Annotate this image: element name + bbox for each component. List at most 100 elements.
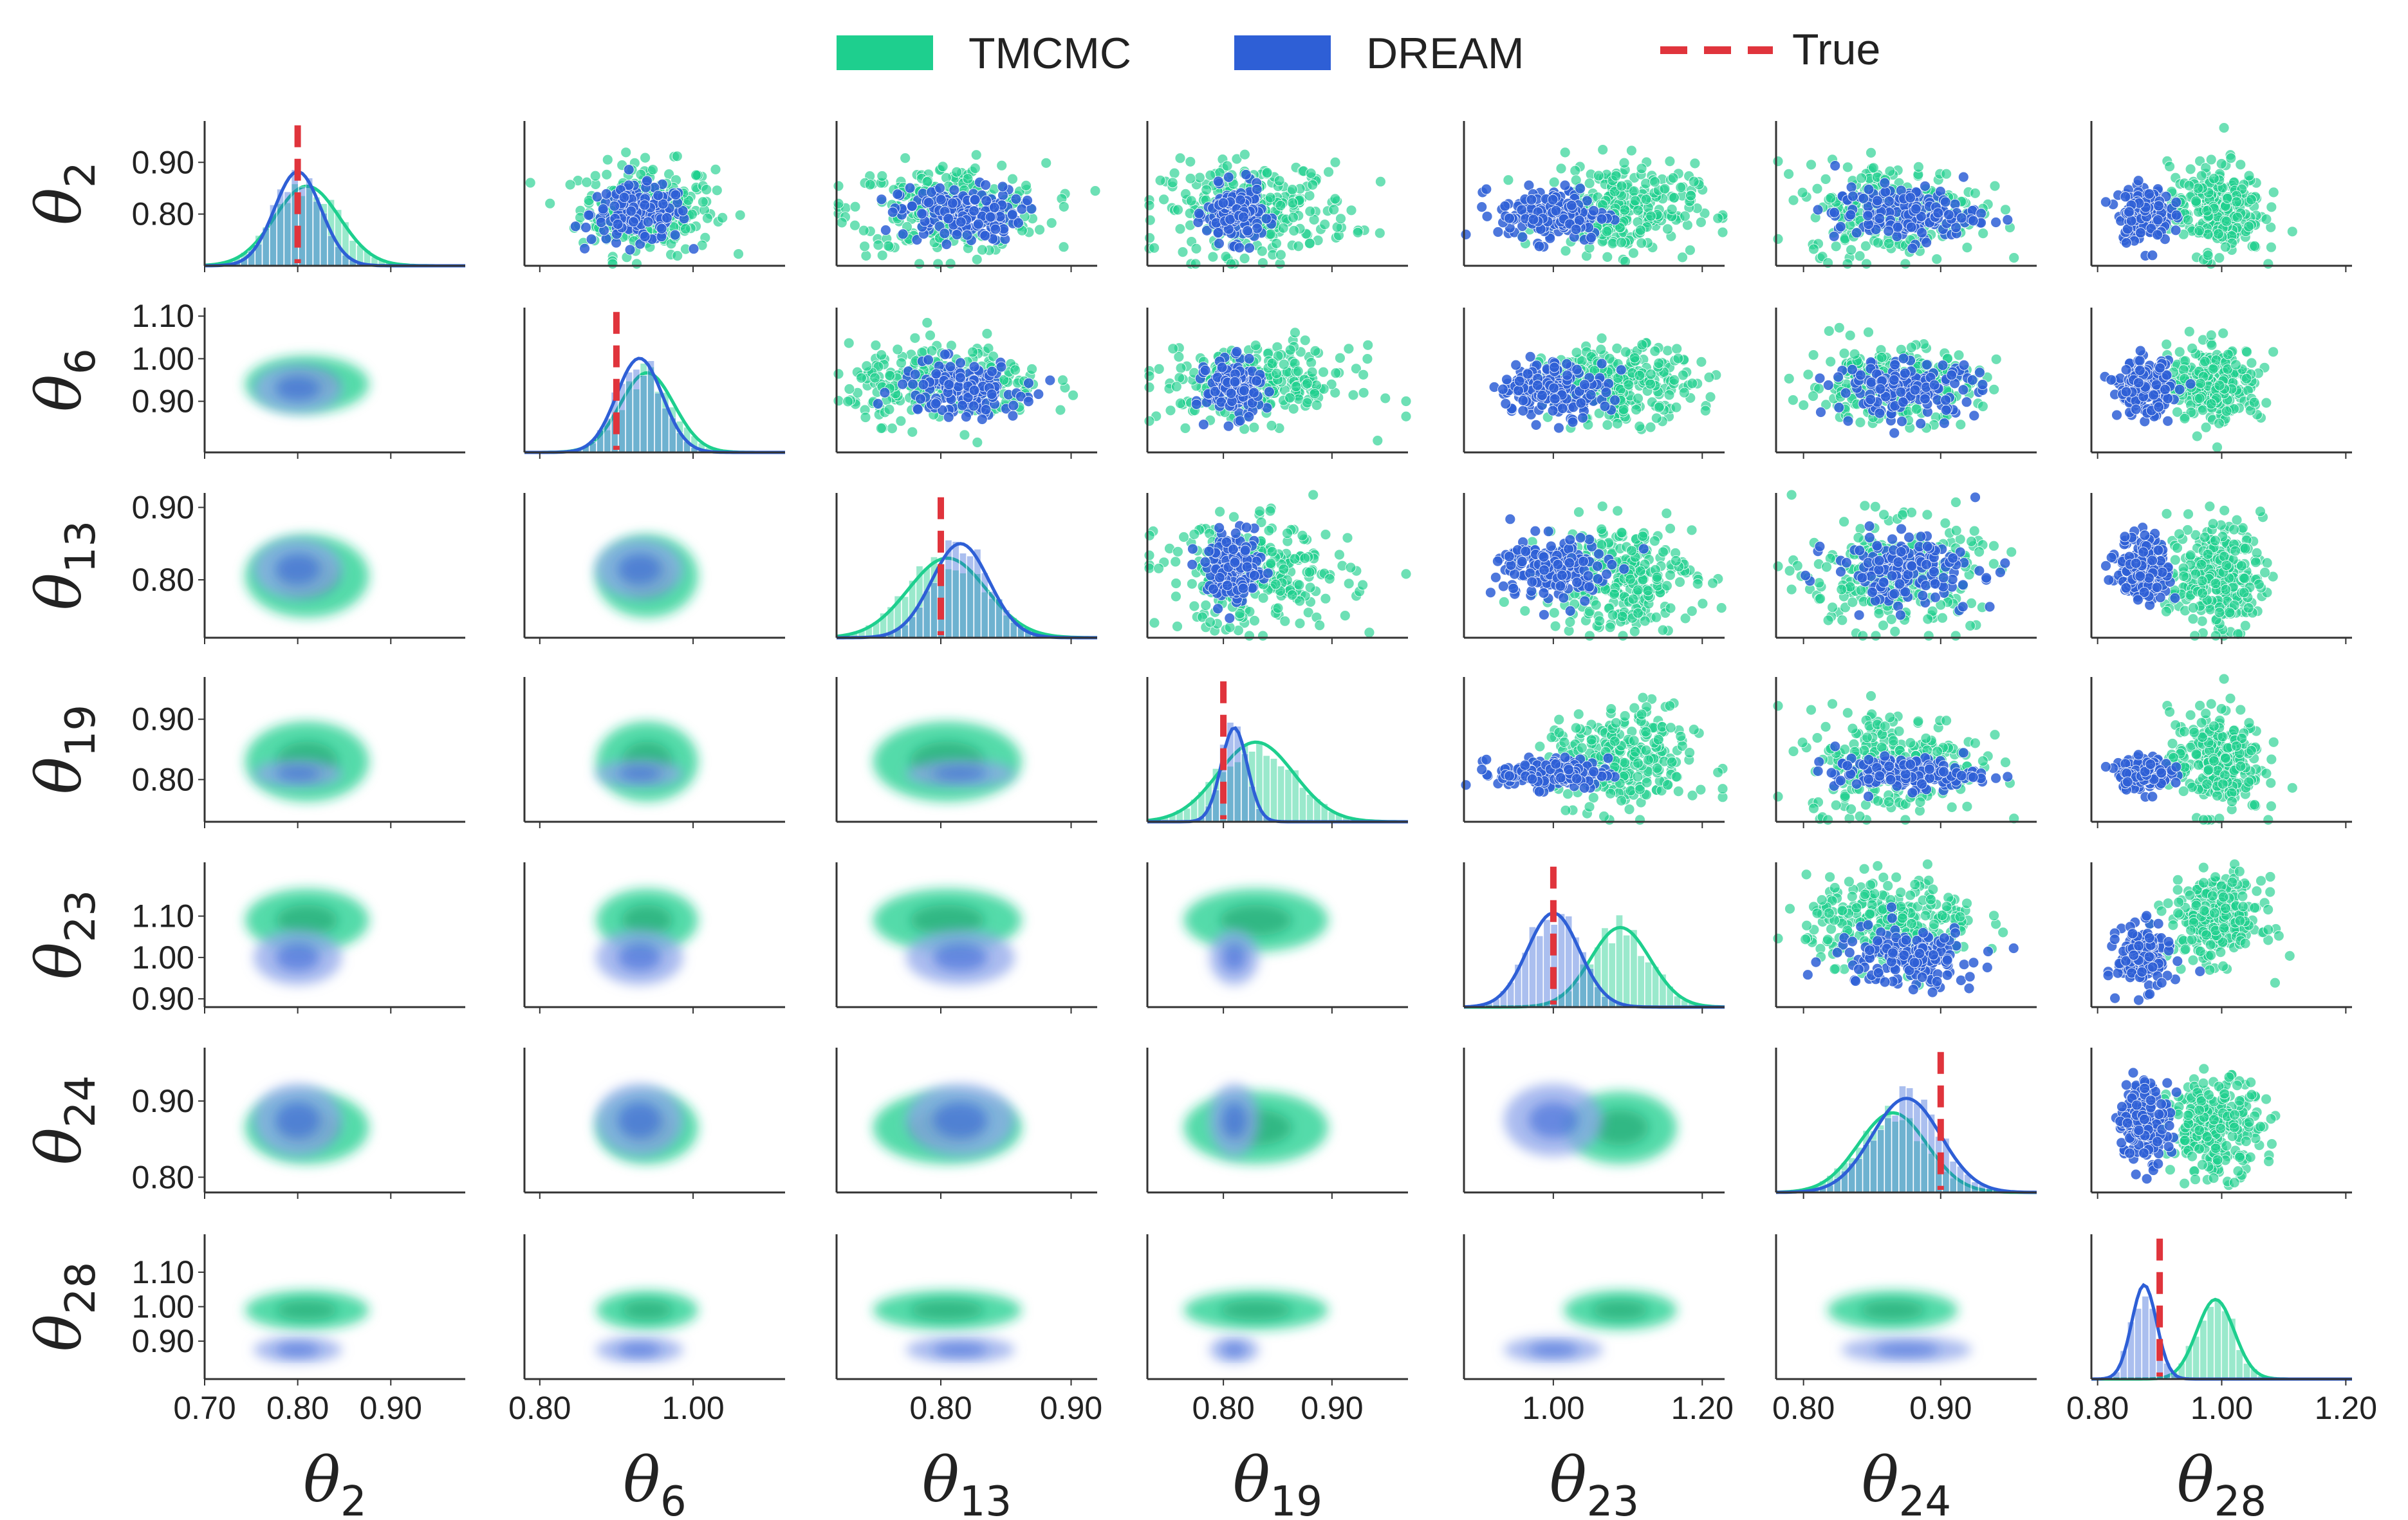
scatter-point-dream [2144, 188, 2155, 199]
scatter-point-tmcmc [2218, 328, 2229, 339]
panel-t2-vs-t2 [203, 121, 465, 272]
scatter-point-tmcmc [1380, 393, 1391, 404]
scatter-point-tmcmc [1772, 156, 1784, 167]
scatter-point-tmcmc [1597, 144, 1609, 156]
scatter-point-tmcmc [1825, 192, 1837, 204]
scatter-point-dream [1845, 209, 1857, 221]
scatter-point-tmcmc [2207, 363, 2219, 375]
scatter-point-dream [639, 199, 651, 211]
scatter-point-tmcmc [1007, 173, 1018, 185]
scatter-point-tmcmc [1346, 205, 1357, 216]
panel-t13-vs-t6 [523, 493, 785, 644]
scatter-point-dream [580, 222, 591, 233]
scatter-point-dream [1550, 205, 1562, 216]
scatter-point-dream [1840, 387, 1851, 399]
scatter-point-dream [955, 216, 967, 228]
scatter-point-tmcmc [2008, 252, 2020, 264]
scatter-point-tmcmc [1201, 184, 1212, 196]
panel-t6-vs-t2 [203, 308, 465, 459]
scatter-point-tmcmc [640, 152, 651, 163]
scatter-point-tmcmc [844, 384, 855, 394]
scatter-point-tmcmc [876, 423, 887, 434]
scatter-point-tmcmc [1989, 180, 2001, 192]
scatter-point-dream [1842, 415, 1854, 427]
scatter-point-dream [1190, 398, 1202, 410]
scatter-point-tmcmc [2268, 187, 2279, 198]
scatter-point-tmcmc [1194, 172, 1205, 183]
scatter-point-dream [936, 194, 947, 205]
scatter-point-tmcmc [1503, 174, 1514, 186]
scatter-point-dream [1251, 183, 1263, 195]
scatter-point-dream [612, 218, 624, 230]
scatter-point-tmcmc [1153, 364, 1165, 375]
hist-bar-dream-t13 [916, 607, 923, 638]
scatter-point-dream [1199, 365, 1211, 376]
hist-bar-dream-t6 [640, 375, 647, 453]
scatter-point-dream [657, 198, 669, 210]
scatter-point-dream [1958, 360, 1970, 371]
scatter-point-dream [1526, 194, 1537, 205]
scatter-point-tmcmc [2191, 431, 2203, 442]
scatter-point-tmcmc [895, 415, 907, 427]
scatter-point-tmcmc [1041, 157, 1052, 169]
scatter-point-dream [1905, 221, 1917, 233]
scatter-point-tmcmc [926, 345, 938, 357]
scatter-point-tmcmc [1802, 369, 1814, 380]
panel-t13-vs-t13 [835, 493, 1097, 644]
scatter-point-dream [1907, 243, 1918, 254]
scatter-point-dream [1897, 396, 1909, 408]
scatter-point-dream [1586, 232, 1597, 243]
scatter-point-tmcmc [887, 423, 898, 434]
scatter-point-tmcmc [1695, 216, 1707, 228]
scatter-point-tmcmc [1154, 174, 1166, 186]
scatter-point-dream [2170, 225, 2181, 236]
scatter-point-dream [2153, 200, 2164, 212]
scatter-point-tmcmc [544, 198, 556, 209]
scatter-point-tmcmc [1278, 358, 1290, 370]
scatter-point-dream [656, 223, 667, 234]
scatter-point-dream [1007, 410, 1019, 422]
panel-t6-vs-t13 [833, 308, 1097, 459]
scatter-point-tmcmc [1057, 375, 1068, 386]
scatter-point-tmcmc [1636, 237, 1647, 249]
scatter-point-tmcmc [1990, 353, 2002, 365]
scatter-point-tmcmc [833, 395, 844, 407]
scatter-point-tmcmc [1662, 345, 1673, 357]
panel-t6-vs-t6 [523, 308, 785, 459]
scatter-point-dream [1862, 210, 1874, 221]
scatter-point-tmcmc [1823, 326, 1835, 337]
scatter-point-dream [2154, 362, 2165, 374]
scatter-point-tmcmc [2199, 356, 2210, 367]
scatter-point-tmcmc [1636, 339, 1648, 351]
scatter-point-dream [595, 217, 607, 228]
scatter-point-dream [1895, 386, 1907, 398]
scatter-point-dream [879, 387, 891, 398]
scatter-point-tmcmc [1068, 389, 1079, 401]
scatter-point-tmcmc [1225, 258, 1237, 270]
scatter-point-dream [1567, 416, 1579, 428]
kde-contour-inner-dream [275, 376, 320, 401]
scatter-point-dream [1229, 376, 1241, 387]
scatter-point-tmcmc [1266, 420, 1277, 431]
scatter-point-tmcmc [1180, 423, 1191, 434]
scatter-point-tmcmc [2182, 214, 2194, 226]
scatter-point-dream [624, 244, 636, 255]
scatter-point-dream [955, 372, 966, 384]
scatter-point-tmcmc [1645, 210, 1656, 222]
scatter-point-dream [897, 378, 908, 390]
scatter-point-dream [623, 164, 634, 176]
scatter-point-tmcmc [1058, 241, 1070, 253]
scatter-point-dream [1851, 227, 1862, 239]
scatter-point-dream [911, 234, 923, 246]
scatter-point-dream [979, 230, 991, 241]
scatter-point-dream [1044, 375, 1056, 386]
scatter-point-tmcmc [2225, 153, 2237, 164]
scatter-point-tmcmc [607, 258, 618, 270]
scatter-point-tmcmc [842, 396, 853, 407]
scatter-point-tmcmc [1284, 344, 1296, 356]
scatter-point-tmcmc [914, 258, 925, 270]
scatter-point-tmcmc [1307, 179, 1319, 190]
scatter-point-dream [1899, 367, 1911, 379]
scatter-point-tmcmc [1678, 387, 1690, 398]
scatter-point-tmcmc [971, 254, 983, 265]
